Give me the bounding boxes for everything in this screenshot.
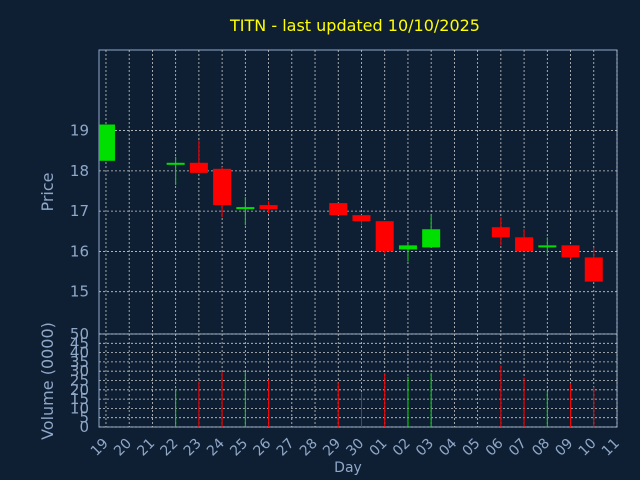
volume-tick-label: 25: [70, 372, 89, 390]
volume-tick-label: 20: [70, 381, 89, 399]
price-panel: 15 16 17 18 19 Price: [38, 49, 618, 335]
candle: [189, 140, 208, 173]
candle-body: [236, 207, 255, 210]
candle-body: [166, 162, 185, 165]
candle-body: [561, 245, 580, 258]
volume-tick-label: 45: [70, 334, 89, 352]
price-axis-label: Price: [38, 172, 57, 211]
candle-body: [213, 168, 232, 206]
candle: [329, 203, 348, 216]
candle-body: [99, 124, 115, 161]
price-tick-label: 18: [70, 162, 89, 180]
candle-body: [398, 245, 417, 250]
volume-tick-label: 15: [70, 390, 89, 408]
volume-tick-label: 0: [79, 418, 89, 436]
chart-title: TITN - last updated 10/10/2025: [229, 16, 480, 35]
candle-body: [259, 205, 278, 210]
candle: [99, 124, 115, 161]
candle-body: [329, 203, 348, 216]
candle-body: [422, 229, 441, 248]
price-tick-label: 19: [70, 122, 89, 140]
candle: [538, 237, 557, 254]
candle: [515, 229, 534, 252]
price-grid: [99, 50, 618, 334]
price-tick-label: 16: [70, 242, 89, 260]
volume-tick-label: 30: [70, 362, 89, 380]
candle: [491, 217, 510, 246]
volume-axis-label: Volume (0000): [38, 322, 57, 440]
x-axis-label: Day: [334, 460, 362, 476]
candle-body: [538, 245, 557, 248]
candle: [584, 247, 603, 282]
candle: [213, 166, 232, 218]
candle: [375, 221, 394, 254]
candle: [166, 156, 185, 185]
candle-body: [352, 215, 371, 222]
x-axis-ticks: 19 20 21 22 23 24 25 26 27 28 29 30 01 02 03 04 05 06 07 08…: [88, 435, 623, 459]
candle-body: [375, 221, 394, 252]
volume-tick-label: 50: [70, 325, 89, 343]
volume-tick-label: 5: [79, 409, 89, 427]
volume-tick-label: 40: [70, 344, 89, 362]
candle: [561, 245, 580, 260]
candle-body: [515, 237, 534, 252]
candle: [236, 197, 255, 226]
price-tick-label: 17: [70, 202, 89, 220]
candle: [422, 215, 441, 248]
candle-body: [189, 162, 208, 173]
candles: [99, 124, 603, 282]
candle: [259, 201, 278, 214]
price-tick-label: 15: [70, 283, 89, 301]
volume-tick-label: 10: [70, 399, 89, 417]
volume-tick-label: 35: [70, 353, 89, 371]
price-y-ticks: 15 16 17 18 19: [70, 122, 89, 301]
volume-bars: [175, 365, 595, 427]
candle: [352, 215, 371, 226]
candle-body: [584, 257, 603, 282]
candle: [398, 243, 417, 262]
candle-body: [491, 227, 510, 238]
